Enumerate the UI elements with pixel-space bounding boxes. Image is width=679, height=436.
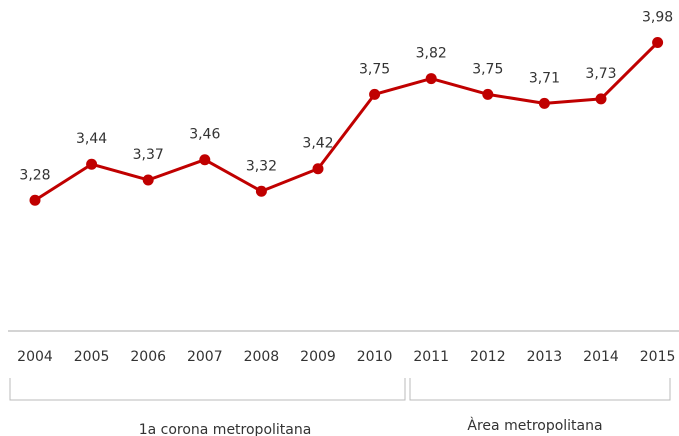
marker (652, 37, 664, 49)
marker (199, 154, 211, 166)
data-label: 3,71 (529, 70, 560, 86)
x-tick-label: 2004 (17, 349, 53, 365)
data-label: 3,42 (302, 136, 333, 152)
x-tick-label: 2011 (413, 349, 449, 365)
group-label: Àrea metropolitana (467, 417, 602, 434)
data-label: 3,75 (359, 61, 390, 77)
x-tick-label: 2015 (640, 349, 676, 365)
x-tick-label: 2008 (244, 349, 280, 365)
x-tick-label: 2013 (527, 349, 563, 365)
data-label: 3,32 (246, 158, 277, 174)
marker (369, 88, 381, 100)
data-label: 3,98 (642, 10, 673, 26)
data-label: 3,82 (416, 46, 447, 62)
marker (29, 194, 41, 206)
x-tick-label: 2012 (470, 349, 506, 365)
marker (312, 163, 324, 175)
data-label: 3,28 (19, 167, 50, 183)
group-label: 1a corona metropolitana (139, 422, 312, 436)
x-tick-label: 2007 (187, 349, 223, 365)
x-tick-label: 2006 (130, 349, 166, 365)
marker (595, 93, 607, 105)
data-label: 3,75 (472, 61, 503, 77)
marker (482, 88, 494, 100)
data-label: 3,44 (76, 131, 107, 147)
group-bracket (9, 378, 406, 401)
x-tick-label: 2014 (583, 349, 619, 365)
line (34, 41, 659, 202)
x-tick-label: 2009 (300, 349, 336, 365)
data-label: 3,46 (189, 127, 220, 143)
marker (255, 185, 267, 197)
x-tick-label: 2005 (74, 349, 110, 365)
marker (538, 97, 550, 109)
data-label: 3,73 (585, 66, 616, 82)
group-bracket (409, 378, 671, 401)
marker (142, 174, 154, 186)
marker (86, 158, 98, 170)
marker (425, 73, 437, 85)
x-tick-label: 2010 (357, 349, 393, 365)
data-label: 3,37 (133, 147, 164, 163)
